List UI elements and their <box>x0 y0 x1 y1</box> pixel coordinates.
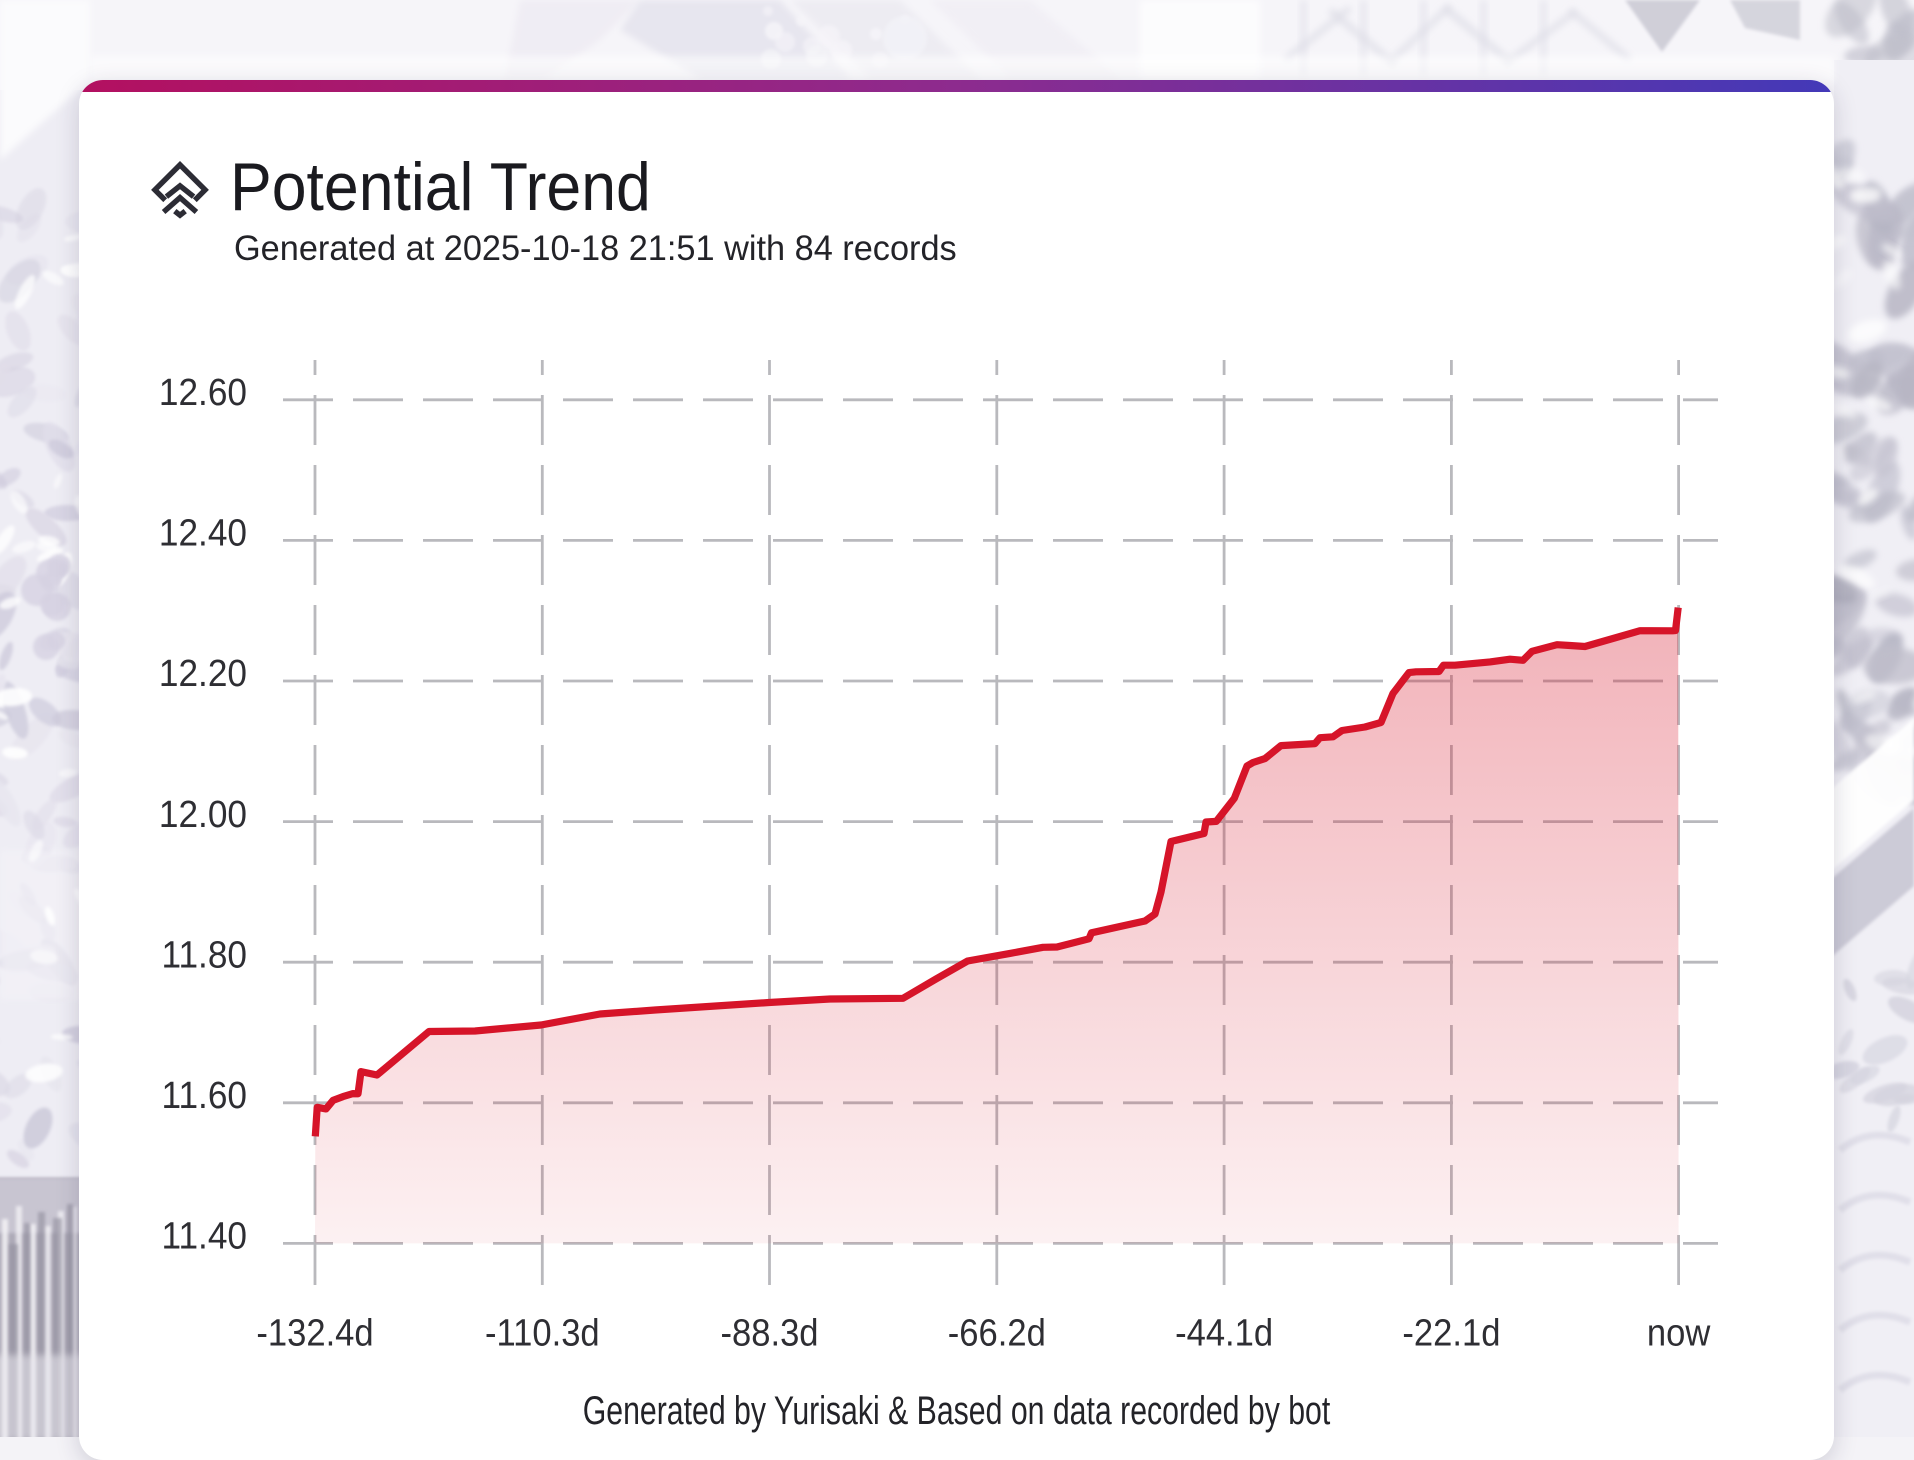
svg-text:12.20: 12.20 <box>159 652 247 695</box>
svg-text:-66.2d: -66.2d <box>948 1311 1046 1354</box>
svg-text:-44.1d: -44.1d <box>1175 1311 1273 1354</box>
svg-text:-110.3d: -110.3d <box>485 1311 600 1354</box>
svg-text:12.40: 12.40 <box>159 511 247 554</box>
svg-text:now: now <box>1647 1311 1711 1354</box>
svg-text:12.60: 12.60 <box>159 371 247 414</box>
svg-text:-132.4d: -132.4d <box>256 1311 373 1354</box>
svg-text:11.80: 11.80 <box>161 933 247 976</box>
svg-text:-22.1d: -22.1d <box>1402 1311 1500 1354</box>
svg-text:11.40: 11.40 <box>161 1214 247 1257</box>
svg-text:-88.3d: -88.3d <box>720 1311 818 1354</box>
svg-text:11.60: 11.60 <box>161 1074 247 1117</box>
svg-text:12.00: 12.00 <box>159 793 247 836</box>
